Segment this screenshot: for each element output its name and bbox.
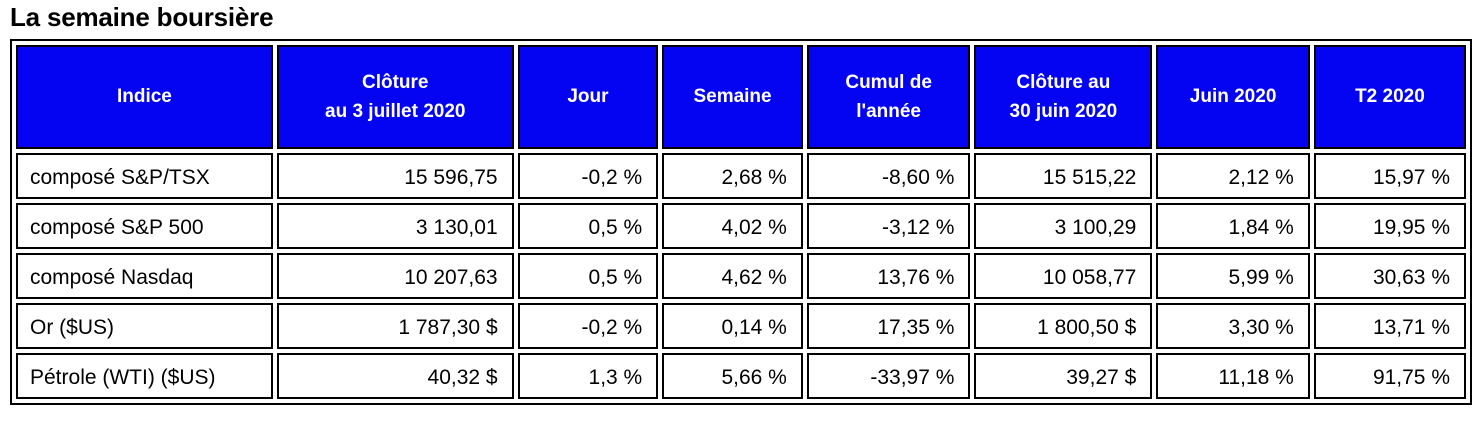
cell-juin-2020: 1,84 % xyxy=(1156,203,1310,250)
column-header-cloture-3-juillet-2020: Clôture au 3 juillet 2020 xyxy=(276,45,514,150)
cell-jour: -0,2 % xyxy=(517,153,659,200)
cell-t2-2020: 19,95 % xyxy=(1313,203,1466,250)
cell-semaine: 4,02 % xyxy=(662,203,803,250)
cell-cumul-annee: 13,76 % xyxy=(806,253,971,300)
table-row-sptsx: composé S&P/TSX 15 596,75 -0,2 % 2,68 % … xyxy=(16,153,1466,200)
cell-cumul-annee: -33,97 % xyxy=(806,353,971,400)
cell-indice: Or ($US) xyxy=(16,303,273,350)
table-row-or: Or ($US) 1 787,30 $ -0,2 % 0,14 % 17,35 … xyxy=(16,303,1466,350)
cell-cloture-3-juillet: 40,32 $ xyxy=(276,353,514,400)
column-header-indice: Indice xyxy=(16,45,273,150)
cell-t2-2020: 13,71 % xyxy=(1313,303,1466,350)
column-header-jour: Jour xyxy=(517,45,659,150)
cell-juin-2020: 11,18 % xyxy=(1156,353,1310,400)
cell-semaine: 0,14 % xyxy=(662,303,803,350)
cell-cloture-30-juin: 10 058,77 xyxy=(974,253,1153,300)
cell-jour: 0,5 % xyxy=(517,203,659,250)
cell-semaine: 2,68 % xyxy=(662,153,803,200)
cell-indice: composé Nasdaq xyxy=(16,253,273,300)
column-header-t2-2020: T2 2020 xyxy=(1313,45,1466,150)
cell-juin-2020: 3,30 % xyxy=(1156,303,1310,350)
table-header: Indice Clôture au 3 juillet 2020 Jour Se… xyxy=(16,45,1466,150)
cell-semaine: 5,66 % xyxy=(662,353,803,400)
table-row-nasdaq: composé Nasdaq 10 207,63 0,5 % 4,62 % 13… xyxy=(16,253,1466,300)
column-header-cumul-de-annee: Cumul de l'année xyxy=(806,45,971,150)
cell-cumul-annee: -8,60 % xyxy=(806,153,971,200)
column-header-semaine: Semaine xyxy=(662,45,803,150)
cell-cumul-annee: -3,12 % xyxy=(806,203,971,250)
table-row-petrole: Pétrole (WTI) ($US) 40,32 $ 1,3 % 5,66 %… xyxy=(16,353,1466,400)
cell-cloture-3-juillet: 3 130,01 xyxy=(276,203,514,250)
cell-t2-2020: 30,63 % xyxy=(1313,253,1466,300)
cell-cloture-30-juin: 39,27 $ xyxy=(974,353,1153,400)
cell-indice: composé S&P 500 xyxy=(16,203,273,250)
cell-cloture-3-juillet: 15 596,75 xyxy=(276,153,514,200)
page-title: La semaine boursière xyxy=(10,2,274,32)
cell-cloture-30-juin: 1 800,50 $ xyxy=(974,303,1153,350)
cell-indice: composé S&P/TSX xyxy=(16,153,273,200)
table-row-sp500: composé S&P 500 3 130,01 0,5 % 4,02 % -3… xyxy=(16,203,1466,250)
cell-juin-2020: 2,12 % xyxy=(1156,153,1310,200)
cell-t2-2020: 91,75 % xyxy=(1313,353,1466,400)
cell-cloture-3-juillet: 1 787,30 $ xyxy=(276,303,514,350)
cell-jour: -0,2 % xyxy=(517,303,659,350)
cell-cloture-30-juin: 3 100,29 xyxy=(974,203,1153,250)
cell-cloture-30-juin: 15 515,22 xyxy=(974,153,1153,200)
column-header-cloture-30-juin-2020: Clôture au 30 juin 2020 xyxy=(974,45,1153,150)
market-week-table: Indice Clôture au 3 juillet 2020 Jour Se… xyxy=(10,39,1472,406)
cell-cumul-annee: 17,35 % xyxy=(806,303,971,350)
header-row: Indice Clôture au 3 juillet 2020 Jour Se… xyxy=(16,45,1466,150)
cell-indice: Pétrole (WTI) ($US) xyxy=(16,353,273,400)
cell-juin-2020: 5,99 % xyxy=(1156,253,1310,300)
cell-semaine: 4,62 % xyxy=(662,253,803,300)
cell-cloture-3-juillet: 10 207,63 xyxy=(276,253,514,300)
cell-jour: 1,3 % xyxy=(517,353,659,400)
column-header-juin-2020: Juin 2020 xyxy=(1156,45,1310,150)
table-body: composé S&P/TSX 15 596,75 -0,2 % 2,68 % … xyxy=(16,153,1466,400)
cell-jour: 0,5 % xyxy=(517,253,659,300)
cell-t2-2020: 15,97 % xyxy=(1313,153,1466,200)
